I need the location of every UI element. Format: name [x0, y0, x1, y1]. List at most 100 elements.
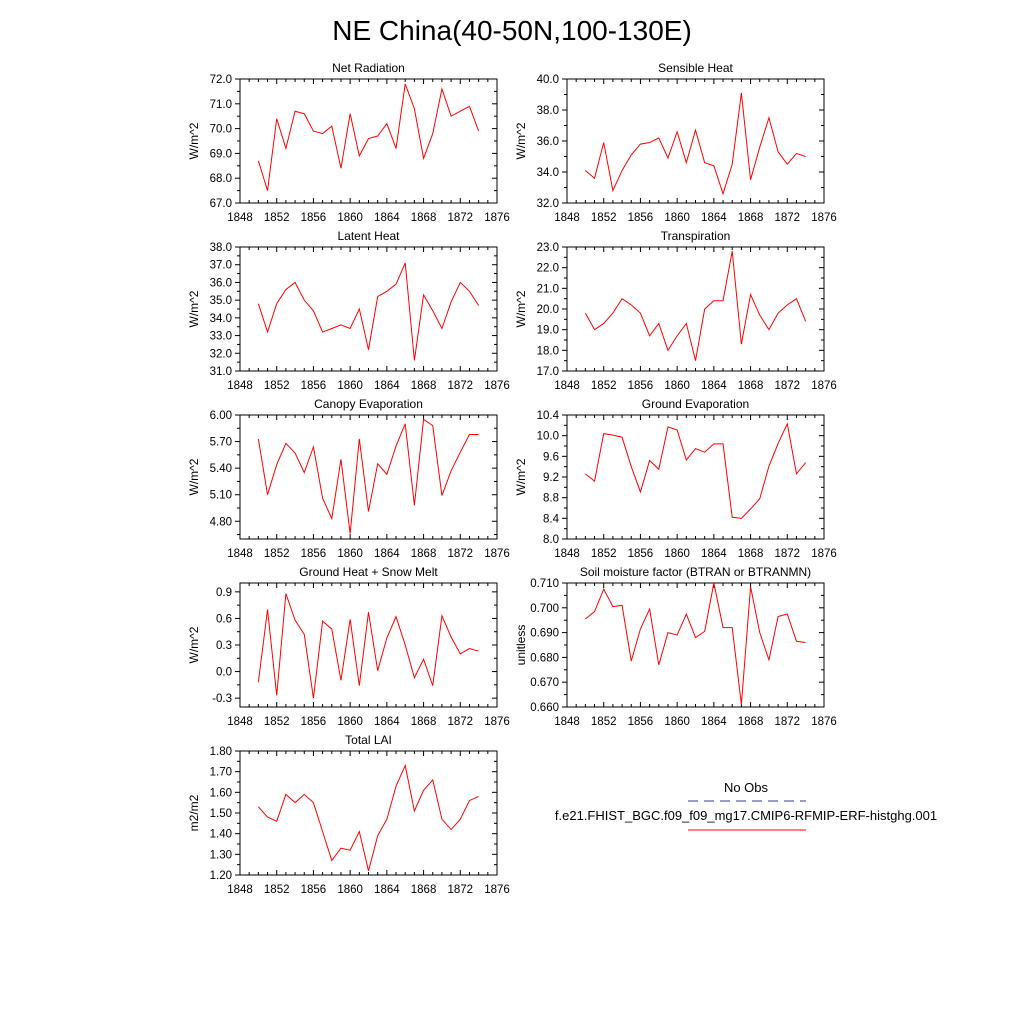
x-tick-label: 1860 [337, 548, 363, 560]
y-tick-label: 35.0 [210, 295, 232, 307]
panel-transpiration: Transpiration 1848 1852 1856 1860 1864 1868 187… [514, 229, 837, 392]
y-tick-label: 10.0 [537, 431, 559, 443]
x-tick-label: 1864 [701, 380, 727, 392]
y-axis-label: W/m^2 [514, 290, 528, 327]
y-tick-label: 31.0 [210, 366, 232, 378]
x-tick-label: 1868 [411, 548, 437, 560]
y-tick-label: 69.0 [210, 148, 232, 160]
y-tick-label: 36.0 [210, 277, 232, 289]
x-tick-label: 1872 [447, 380, 473, 392]
x-tick-label: 1852 [264, 212, 290, 224]
legend: No Obs f.e21.FHIST_BGC.f09_f09_mg17.CMIP… [555, 780, 937, 831]
x-tick-label: 1864 [374, 884, 400, 896]
y-tick-label: 0.9 [216, 587, 232, 599]
plot-frame [239, 414, 498, 540]
panel-soil-moisture-factor-btran-or-btranmn: Soil moisture factor (BTRAN or BTRANMN) 1… [514, 565, 837, 728]
x-tick-label: 1864 [701, 716, 727, 728]
series-line [257, 83, 480, 191]
y-axis-label: m2/m2 [187, 794, 201, 831]
legend-model-label: f.e21.FHIST_BGC.f09_f09_mg17.CMIP6-RFMIP… [555, 808, 937, 823]
x-tick-label: 1872 [774, 212, 800, 224]
plot-frame [239, 78, 498, 204]
x-tick-label: 1860 [337, 884, 363, 896]
x-tick-label: 1852 [591, 212, 617, 224]
x-tick-label: 1876 [484, 380, 510, 392]
x-tick-label: 1872 [447, 212, 473, 224]
x-tick-label: 1848 [227, 716, 253, 728]
x-tick-label: 1876 [484, 548, 510, 560]
x-tick-label: 1876 [811, 548, 837, 560]
y-tick-label: 34.0 [537, 167, 559, 179]
y-tick-label: 0.6 [216, 613, 232, 625]
y-tick-label: 5.40 [210, 463, 232, 475]
y-tick-label: 68.0 [210, 173, 232, 185]
y-tick-label: 17.0 [537, 366, 559, 378]
y-tick-label: 21.0 [537, 283, 559, 295]
y-tick-label: 8.0 [543, 534, 559, 546]
x-tick-label: 1876 [811, 212, 837, 224]
x-tick-label: 1848 [554, 716, 580, 728]
x-tick-label: 1856 [301, 884, 327, 896]
y-tick-label: 1.60 [210, 787, 232, 799]
panel-title: Net Radiation [332, 61, 405, 75]
y-tick-label: 19.0 [537, 325, 559, 337]
x-tick-label: 1848 [554, 548, 580, 560]
x-tick-label: 1848 [227, 548, 253, 560]
y-tick-label: 1.20 [210, 870, 232, 882]
x-tick-label: 1872 [447, 716, 473, 728]
x-tick-label: 1848 [227, 380, 253, 392]
panel-net-radiation: Net Radiation 1848 1852 1856 1860 1864 1868 187… [187, 61, 510, 224]
y-tick-label: 0.690 [530, 628, 559, 640]
y-axis-label: W/m^2 [187, 290, 201, 327]
y-tick-label: 72.0 [210, 74, 232, 86]
x-tick-label: 1852 [591, 716, 617, 728]
x-tick-label: 1860 [664, 380, 690, 392]
x-tick-label: 1872 [447, 884, 473, 896]
y-tick-label: 36.0 [537, 136, 559, 148]
x-tick-label: 1852 [591, 380, 617, 392]
panel-title: Sensible Heat [658, 61, 733, 75]
plot-frame [239, 582, 498, 708]
legend-obs-label: No Obs [724, 780, 769, 795]
y-tick-label: 40.0 [537, 74, 559, 86]
x-tick-label: 1872 [774, 548, 800, 560]
y-tick-label: 33.0 [210, 331, 232, 343]
y-tick-label: 4.80 [210, 516, 232, 528]
x-tick-label: 1848 [554, 212, 580, 224]
x-tick-label: 1868 [411, 212, 437, 224]
y-tick-label: 1.80 [210, 746, 232, 758]
x-tick-label: 1872 [774, 380, 800, 392]
x-tick-label: 1852 [264, 548, 290, 560]
plot-frame [566, 582, 825, 708]
x-tick-label: 1848 [227, 212, 253, 224]
plot-frame [566, 246, 825, 372]
panel-ground-heat-snow-melt: Ground Heat + Snow Melt 1848 1852 1856 1860 1… [187, 565, 510, 728]
y-tick-label: 37.0 [210, 260, 232, 272]
y-tick-label: 34.0 [210, 313, 232, 325]
y-tick-label: 1.70 [210, 767, 232, 779]
y-axis-label: W/m^2 [187, 458, 201, 495]
y-tick-label: 5.70 [210, 437, 232, 449]
x-tick-label: 1868 [411, 716, 437, 728]
y-tick-label: 67.0 [210, 198, 232, 210]
y-tick-label: 22.0 [537, 263, 559, 275]
x-tick-label: 1856 [628, 548, 654, 560]
x-tick-label: 1860 [337, 212, 363, 224]
figure-title: NE China(40-50N,100-130E) [332, 15, 692, 46]
y-tick-label: 70.0 [210, 124, 232, 136]
x-tick-label: 1860 [664, 212, 690, 224]
series-line [584, 251, 807, 361]
y-tick-label: 8.8 [543, 493, 559, 505]
y-tick-label: 0.660 [530, 702, 559, 714]
panel-title: Total LAI [345, 733, 392, 747]
y-tick-label: 32.0 [210, 348, 232, 360]
series-line [257, 262, 480, 361]
x-tick-label: 1872 [447, 548, 473, 560]
plot-frame [239, 246, 498, 372]
series-line [585, 582, 806, 705]
y-axis-label: W/m^2 [187, 122, 201, 159]
y-axis-label: unitless [514, 625, 528, 666]
series-line [585, 92, 806, 196]
panel-title: Latent Heat [337, 229, 400, 243]
y-tick-label: 0.0 [216, 667, 232, 679]
